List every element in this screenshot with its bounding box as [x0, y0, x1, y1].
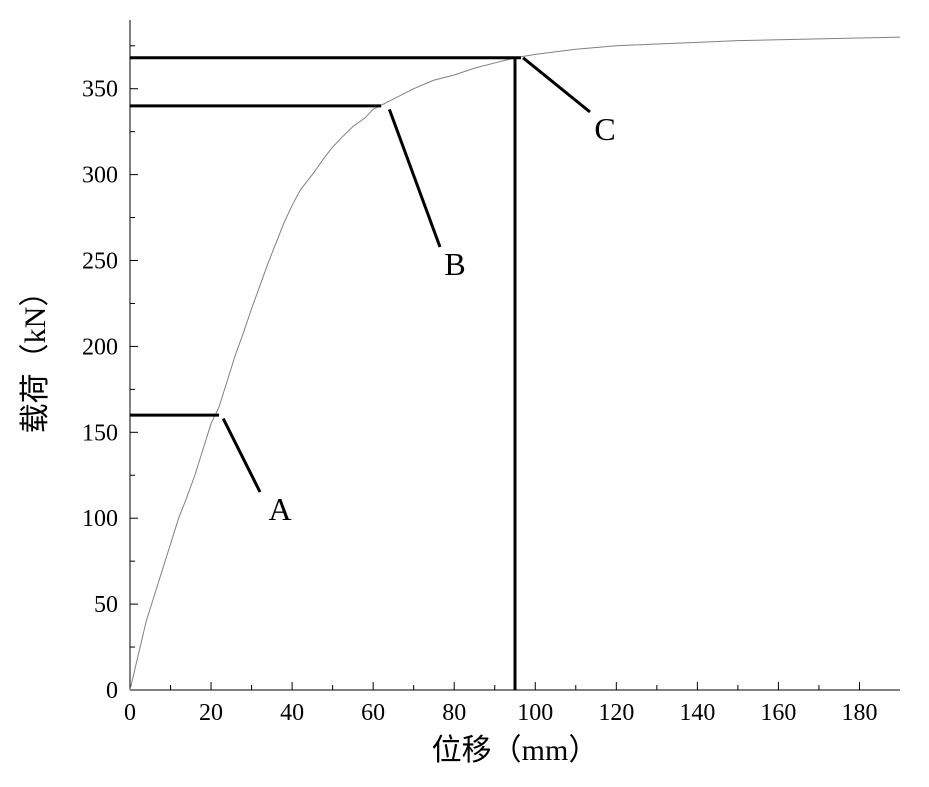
y-tick-label: 150	[82, 420, 118, 446]
x-tick-label: 120	[598, 700, 634, 726]
y-axis-title: 载荷（kN）	[19, 277, 52, 434]
x-tick-label: 100	[517, 700, 553, 726]
x-tick-label: 180	[841, 700, 877, 726]
x-axis-title: 位移（mm）	[432, 734, 599, 767]
label-C: C	[594, 111, 615, 147]
label-A: A	[268, 491, 291, 527]
y-tick-label: 300	[82, 163, 118, 189]
y-tick-label: 200	[82, 334, 118, 360]
y-tick-label: 50	[94, 592, 118, 618]
y-tick-label: 0	[106, 678, 118, 704]
x-tick-label: 60	[361, 700, 385, 726]
x-tick-label: 40	[280, 700, 304, 726]
leader-B	[389, 109, 440, 247]
leader-A	[223, 419, 260, 492]
x-tick-label: 0	[124, 700, 136, 726]
leader-C	[523, 58, 590, 112]
y-tick-label: 250	[82, 249, 118, 275]
x-tick-label: 80	[442, 700, 466, 726]
x-tick-label: 160	[760, 700, 796, 726]
y-tick-label: 350	[82, 77, 118, 103]
y-tick-label: 100	[82, 506, 118, 532]
label-B: B	[444, 246, 465, 282]
x-tick-label: 140	[679, 700, 715, 726]
x-tick-label: 20	[199, 700, 223, 726]
load-displacement-chart: 0 20 40 60 80 100 120 140 160 180 0 50 100 150 200 250 3…	[0, 0, 929, 787]
chart-container: 0 20 40 60 80 100 120 140 160 180 0 50 100 150 200 250 3…	[0, 0, 929, 787]
